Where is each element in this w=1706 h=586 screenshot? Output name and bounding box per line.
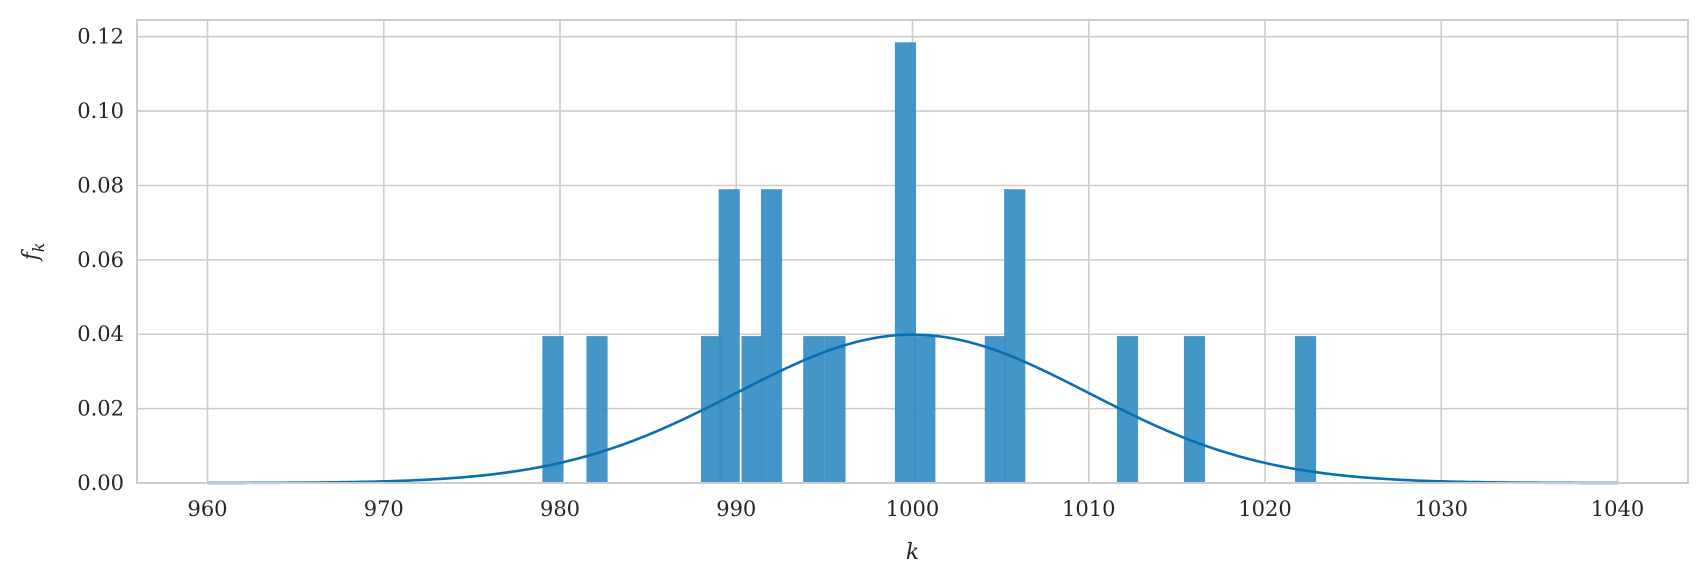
histogram-bar <box>760 189 783 483</box>
x-tick-label: 990 <box>716 497 756 521</box>
histogram-bar <box>1116 336 1139 483</box>
histogram-bar <box>701 336 723 483</box>
histogram-bar <box>741 336 763 483</box>
histogram-bar <box>824 336 846 483</box>
x-tick-label: 1010 <box>1062 497 1115 521</box>
normal-density-curve <box>207 333 1618 485</box>
histogram-bar <box>914 336 936 483</box>
y-axis-label: fk <box>19 243 48 263</box>
x-tick-label: 1030 <box>1415 497 1468 521</box>
histogram-bar <box>718 189 740 483</box>
y-tick-label: 0.12 <box>77 25 124 49</box>
histogram-bar <box>1004 189 1026 483</box>
histogram-bar <box>1183 336 1206 483</box>
histogram-bar <box>542 336 564 483</box>
y-tick-label: 0.10 <box>77 99 124 123</box>
x-tick-label: 980 <box>540 497 580 521</box>
histogram-bars <box>542 42 1317 483</box>
y-tick-label: 0.08 <box>77 173 124 197</box>
y-tick-label: 0.06 <box>77 248 124 272</box>
x-axis-label: k <box>906 540 919 565</box>
y-tick-labels: 0.00 0.02 0.04 0.06 0.08 0.10 0.12 <box>77 25 124 495</box>
y-tick-label: 0.02 <box>77 397 124 421</box>
x-tick-label: 970 <box>364 497 404 521</box>
histogram-bar <box>586 336 608 483</box>
histogram-bar <box>803 336 825 483</box>
histogram-bar <box>984 336 1006 483</box>
histogram-bar <box>1294 336 1317 483</box>
x-tick-label: 1040 <box>1591 497 1644 521</box>
y-tick-label: 0.04 <box>77 322 124 346</box>
histogram-bar <box>894 42 917 483</box>
x-tick-label: 960 <box>187 497 227 521</box>
x-tick-labels: 960 970 980 990 1000 1010 1020 1030 1040 <box>187 497 1644 521</box>
y-axis-label-subscript: k <box>29 243 48 253</box>
x-tick-label: 1020 <box>1238 497 1291 521</box>
y-tick-label: 0.00 <box>77 471 124 495</box>
plot-frame <box>136 19 1689 484</box>
x-tick-label: 1000 <box>886 497 939 521</box>
